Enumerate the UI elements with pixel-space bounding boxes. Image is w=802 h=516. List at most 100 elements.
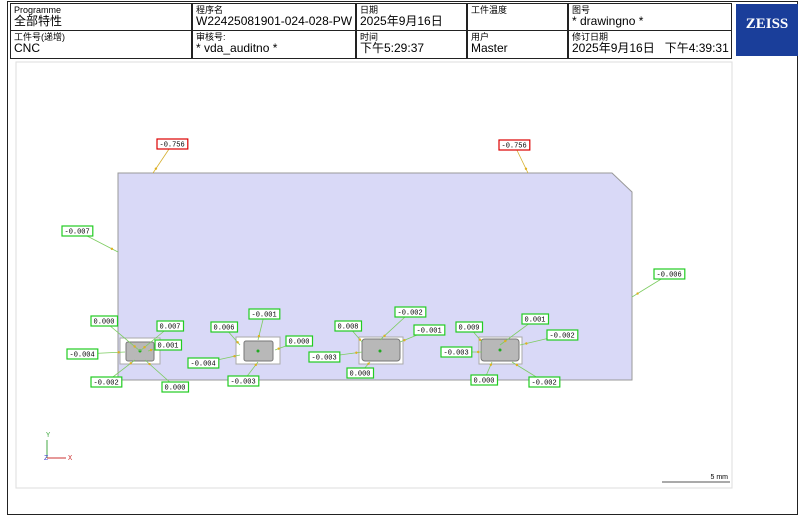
label-box (498, 139, 531, 151)
label-box (394, 306, 427, 318)
field-value: W22425081901-024-028-PW (196, 14, 353, 28)
leader-tip (355, 351, 358, 354)
deviation-label: -0.002 (550, 332, 575, 340)
field-value: Master (471, 41, 508, 55)
axis-label: Y (46, 432, 51, 440)
page-frame (7, 1, 798, 515)
leader-tip (133, 345, 136, 348)
label-box (455, 321, 484, 333)
label-box (528, 376, 561, 388)
label-box (346, 367, 375, 379)
field-value: CNC (14, 41, 40, 55)
leader-tip (277, 347, 280, 350)
field-label: Programme (14, 5, 62, 15)
deviation-label: 0.008 (338, 323, 359, 331)
leader-tip (403, 339, 406, 342)
leader-tip (636, 292, 639, 295)
label-box (187, 357, 220, 369)
deviation-label: -0.001 (417, 327, 442, 335)
leader-tip (148, 362, 151, 366)
deviation-label: 0.000 (94, 318, 115, 326)
axis-triad (46, 440, 66, 459)
label-box (521, 313, 550, 325)
leader-tip (367, 362, 370, 365)
deviation-label: -0.002 (532, 379, 557, 387)
leader-tip (489, 363, 493, 366)
leader-tip (236, 341, 239, 344)
deviation-label: 0.000 (289, 338, 310, 346)
deviation-label: -0.003 (231, 378, 256, 386)
field-label: 审核号: (196, 32, 226, 42)
field-label: 用户 (471, 32, 490, 42)
field-label: 时间 (360, 32, 379, 42)
leader-tip (524, 167, 528, 170)
leader-tip (383, 334, 386, 337)
leader-tip (257, 334, 261, 338)
deviation-label: -0.756 (160, 141, 185, 149)
label-box (156, 320, 185, 332)
label-box (334, 320, 363, 332)
field-label: 程序名 (196, 5, 224, 15)
label-box (413, 324, 446, 336)
leader-tip (478, 338, 482, 341)
label-box (154, 339, 183, 351)
deviation-label: -0.002 (94, 379, 119, 387)
deviation-label: 0.001 (525, 316, 546, 324)
scale-label: 5 mm (711, 474, 729, 481)
field-value: 2025年9月16日 (360, 14, 443, 28)
logo: ZEISS (736, 4, 798, 56)
label-box (308, 351, 341, 363)
leader-tip (233, 355, 236, 358)
axis-label: Z (44, 455, 48, 463)
header-cell: 工件号(递增) CNC (10, 30, 192, 59)
deviation-label: 0.007 (160, 323, 181, 331)
field-value: * vda_auditno * (196, 41, 278, 55)
header-cell: 审核号: * vda_auditno * (192, 30, 356, 59)
leader-tip (154, 167, 158, 170)
field-label: 日期 (360, 5, 379, 15)
label-box (470, 374, 499, 386)
field-value: 全部特性 (14, 14, 63, 28)
label-box (227, 375, 260, 387)
label-box (61, 225, 94, 237)
label-box (210, 321, 239, 333)
leader-tip (149, 348, 153, 352)
deviation-label: -0.004 (191, 360, 216, 368)
leader-tip (525, 342, 528, 345)
leader-tip (504, 339, 507, 343)
field-label: 图号 (572, 5, 591, 15)
field-label: 修订日期 (572, 32, 609, 42)
field-label: 工件温度 (471, 5, 508, 15)
label-box (248, 308, 281, 320)
deviation-label: -0.006 (657, 271, 682, 279)
leader-tip (129, 362, 132, 365)
deviation-label: -0.004 (70, 351, 95, 359)
deviation-label: 0.000 (165, 384, 186, 392)
part-outline (117, 172, 633, 381)
deviation-label: -0.001 (252, 311, 277, 319)
deviation-label: 0.000 (350, 370, 371, 378)
field-value: 2025年9月16日 下午4:39:31 (572, 41, 729, 55)
deviation-label: 0.001 (158, 342, 179, 350)
label-box (653, 268, 686, 280)
field-value: 下午5:29:37 (360, 41, 425, 55)
deviation-label: -0.007 (65, 228, 90, 236)
label-box (66, 348, 99, 360)
deviation-label: 0.006 (214, 324, 235, 332)
header-cell: 时间 下午5:29:37 (356, 30, 467, 59)
leader-tip (515, 363, 519, 367)
header-cell: 用户 Master (467, 30, 568, 59)
leader-tip (117, 351, 120, 354)
deviation-label: -0.003 (444, 349, 469, 357)
leader-tip (358, 338, 362, 341)
deviation-label: 0.009 (459, 324, 480, 332)
field-label: 工件号(递增) (14, 32, 65, 42)
deviation-label: -0.002 (398, 309, 423, 317)
leader-tip (143, 346, 146, 349)
label-box (440, 346, 473, 358)
label-box (90, 376, 123, 388)
label-box (90, 315, 119, 327)
pocket (119, 336, 523, 365)
